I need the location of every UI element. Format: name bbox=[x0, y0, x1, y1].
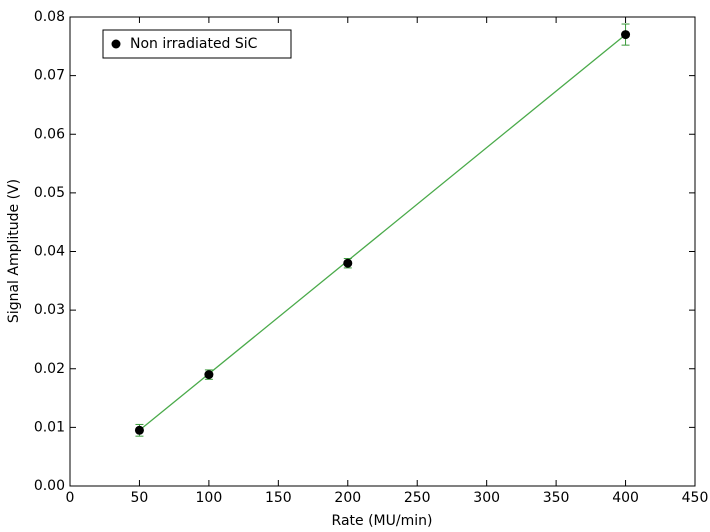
point bbox=[204, 370, 214, 380]
x-tick-label: 400 bbox=[612, 490, 639, 506]
y-tick-label: 0.07 bbox=[34, 68, 65, 84]
legend-label: Non irradiated SiC bbox=[130, 36, 258, 52]
point bbox=[343, 258, 353, 268]
y-tick-label: 0.08 bbox=[34, 9, 65, 25]
x-tick-label: 0 bbox=[66, 490, 75, 506]
point bbox=[621, 30, 631, 40]
x-tick-label: 200 bbox=[334, 490, 361, 506]
fit-line bbox=[139, 34, 626, 431]
x-tick-label: 50 bbox=[131, 490, 149, 506]
x-tick-label: 300 bbox=[473, 490, 500, 506]
y-axis-label: Signal Amplitude (V) bbox=[6, 179, 22, 323]
x-tick-label: 100 bbox=[196, 490, 223, 506]
x-axis-label: Rate (MU/min) bbox=[332, 513, 433, 529]
point bbox=[134, 425, 144, 435]
y-tick-label: 0.06 bbox=[34, 126, 65, 142]
y-tick-label: 0.01 bbox=[34, 419, 65, 435]
legend-marker bbox=[111, 39, 121, 49]
y-tick-label: 0.04 bbox=[34, 244, 65, 260]
y-tick-label: 0.05 bbox=[34, 185, 65, 201]
x-tick-label: 450 bbox=[682, 490, 709, 506]
legend-box bbox=[102, 29, 292, 59]
x-tick-label: 350 bbox=[543, 490, 570, 506]
y-tick-label: 0.03 bbox=[34, 302, 65, 318]
x-tick-label: 250 bbox=[404, 490, 431, 506]
y-tick-label: 0.00 bbox=[34, 478, 65, 494]
y-tick-label: 0.02 bbox=[34, 361, 65, 377]
x-tick-label: 150 bbox=[265, 490, 292, 506]
plot-frame bbox=[69, 16, 696, 487]
